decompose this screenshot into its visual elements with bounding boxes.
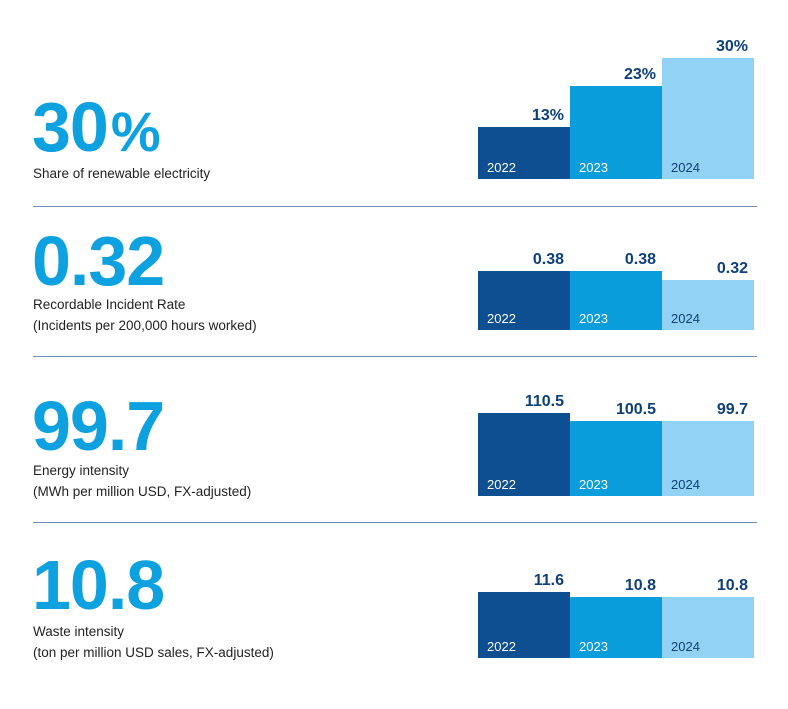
metric-block-energy-intensity: 99.7 Energy intensity (MWh per million U…: [0, 357, 788, 522]
bar-2024: [662, 597, 754, 658]
metric-label: Recordable Incident Rate (Incidents per …: [33, 297, 257, 333]
bar-year-label: 2023: [579, 477, 608, 492]
bar-value-label: 11.6: [534, 572, 564, 589]
bar-value-label: 10.8: [625, 577, 656, 594]
metric-label: Share of renewable electricity: [33, 166, 211, 181]
bar-2023: [570, 421, 662, 496]
bar-year-label: 2024: [671, 311, 700, 326]
bar-chart-incident-rate: 2022 0.38 2023 0.38 2024 0.32: [478, 251, 754, 330]
bar-value-label: 10.8: [717, 577, 748, 594]
bar-value-label: 0.38: [625, 251, 656, 268]
bar-year-label: 2022: [487, 311, 516, 326]
bar-2023: [570, 597, 662, 658]
bar-2024: [662, 58, 754, 179]
bar-2023: [570, 271, 662, 330]
bar-year-label: 2024: [671, 477, 700, 492]
divider: [33, 356, 757, 357]
bar-2022: [478, 592, 570, 658]
bar-year-label: 2023: [579, 639, 608, 654]
bar-2022: [478, 271, 570, 330]
bar-year-label: 2022: [487, 639, 516, 654]
bar-year-label: 2024: [671, 160, 700, 175]
bar-year-label: 2022: [487, 160, 516, 175]
bar-value-label: 100.5: [616, 401, 656, 418]
metric-value: 99.7: [32, 387, 165, 465]
bar-year-label: 2022: [487, 477, 516, 492]
metric-block-incident-rate: 0.32 Recordable Incident Rate (Incidents…: [0, 207, 788, 357]
bar-value-label: 23%: [624, 66, 656, 83]
metric-label: Waste intensity (ton per million USD sal…: [33, 624, 274, 660]
metric-value: 30%: [32, 88, 161, 166]
bar-2024: [662, 421, 754, 496]
bar-2022: [478, 413, 570, 496]
metric-value: 10.8: [32, 546, 165, 624]
bar-value-label: 30%: [716, 38, 748, 55]
bar-value-label: 13%: [532, 107, 564, 124]
bar-chart-waste-intensity: 2022 11.6 2023 10.8 2024 10.8: [478, 572, 754, 658]
bar-year-label: 2023: [579, 160, 608, 175]
divider: [33, 206, 757, 207]
bar-chart-energy-intensity: 2022 110.5 2023 100.5 2024 99.7: [478, 393, 754, 496]
divider: [33, 522, 757, 523]
bar-value-label: 99.7: [717, 401, 748, 418]
metric-label: Energy intensity (MWh per million USD, F…: [33, 463, 252, 499]
bar-chart-renewable: 2022 13% 2023 23% 2024 30%: [478, 38, 754, 179]
bar-value-label: 110.5: [525, 393, 564, 410]
bar-value-label: 0.32: [717, 260, 748, 277]
bar-year-label: 2023: [579, 311, 608, 326]
metric-block-renewable: 30% Share of renewable electricity 2022 1…: [0, 0, 788, 205]
bar-2024: [662, 280, 754, 330]
metric-block-waste-intensity: 10.8 Waste intensity (ton per million US…: [0, 523, 788, 693]
bar-value-label: 0.38: [533, 251, 564, 268]
bar-2022: [478, 127, 570, 179]
bar-2023: [570, 86, 662, 179]
metric-value: 0.32: [32, 222, 165, 300]
bar-year-label: 2024: [671, 639, 700, 654]
